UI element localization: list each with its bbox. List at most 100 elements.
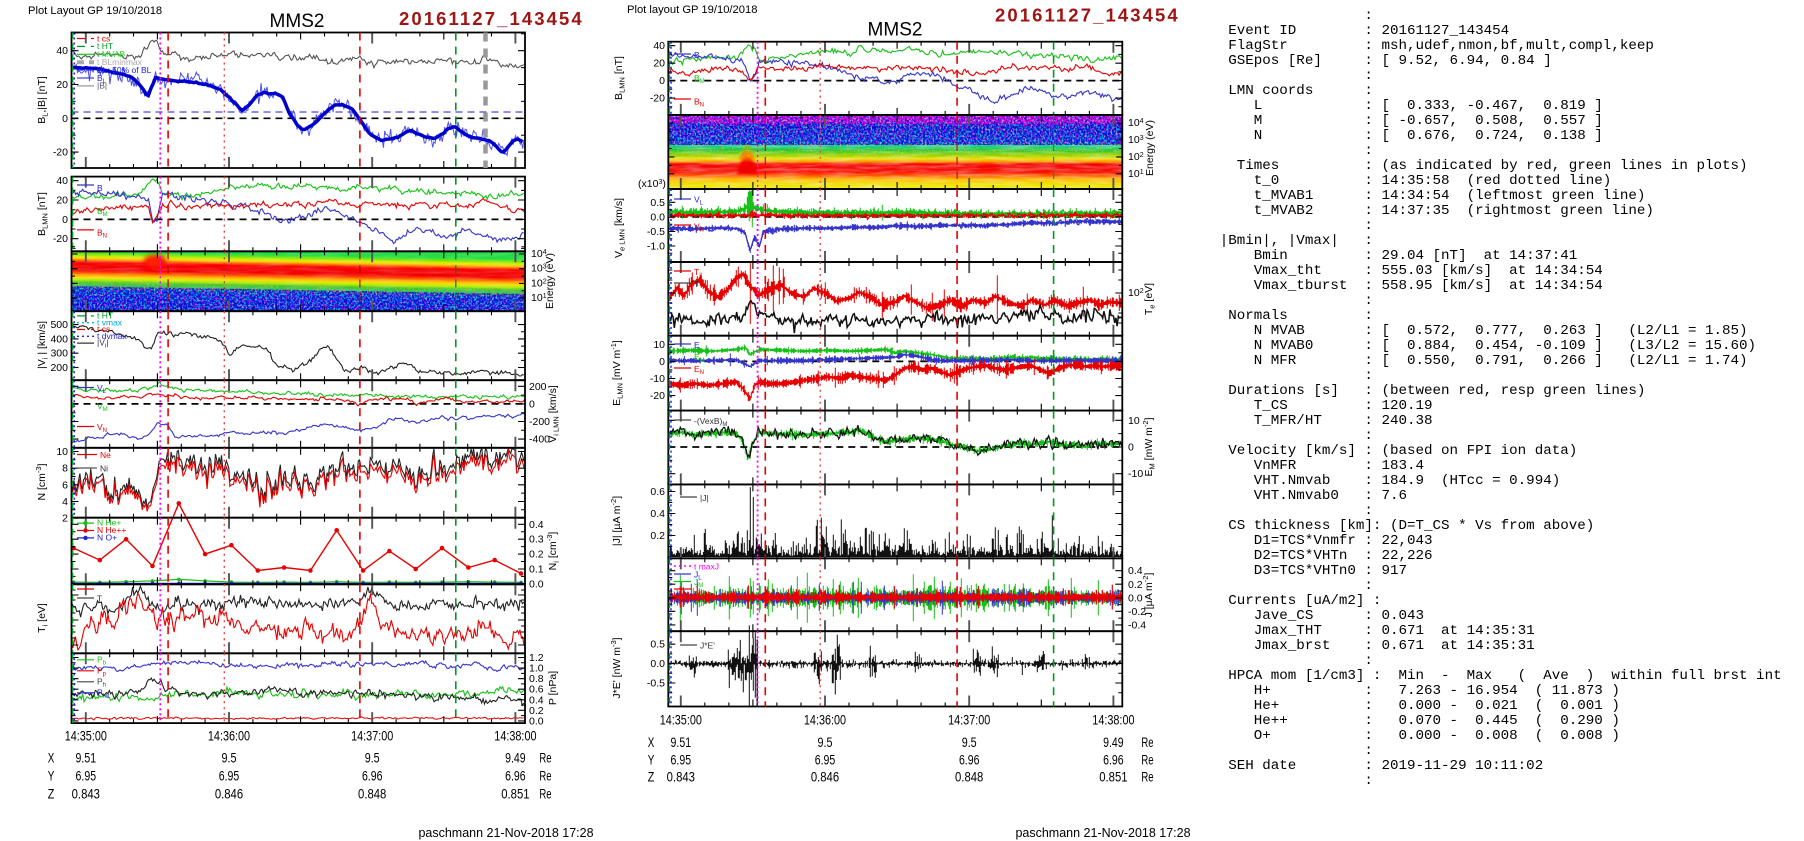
svg-text:0.851: 0.851 xyxy=(501,787,529,802)
svg-text:0.2: 0.2 xyxy=(1128,579,1143,591)
svg-text:Jmax_brst : 0.671 at 14:35: Jmax_brst : 0.671 at 14:35:31 xyxy=(1220,638,1535,654)
svg-text:Re: Re xyxy=(539,787,551,802)
svg-text:J*E': J*E' xyxy=(700,641,715,651)
svg-text:t vmax: t vmax xyxy=(97,317,123,327)
svg-text::: : xyxy=(1220,143,1373,159)
svg-text:t dvmax: t dvmax xyxy=(97,331,128,341)
svg-text:Re: Re xyxy=(539,769,551,784)
svg-text:2: 2 xyxy=(62,513,68,525)
svg-text:0: 0 xyxy=(659,356,665,368)
svg-text:0: 0 xyxy=(62,113,68,125)
svg-text:|J| [µA m-2]: |J| [µA m-2] xyxy=(609,496,623,546)
svg-text:J [µA m-2]: J [µA m-2] xyxy=(1141,573,1155,618)
svg-text:9.49: 9.49 xyxy=(505,751,526,766)
svg-text:0.843: 0.843 xyxy=(667,770,696,785)
svg-text:-10: -10 xyxy=(650,373,665,385)
svg-text:Times : (as indicated: Times : (as indicated by red, green line… xyxy=(1220,158,1748,174)
svg-text:-20: -20 xyxy=(650,93,665,105)
svg-text:D1=TCS*Vnmfr : 22,043: D1=TCS*Vnmfr : 22,043 xyxy=(1220,533,1433,549)
svg-text:Pp: Pp xyxy=(97,665,107,677)
svg-text:0.848: 0.848 xyxy=(955,770,984,785)
svg-text:BM: BM xyxy=(694,73,705,85)
svg-text:t_MVAB1 : 14:34:54 (left: t_MVAB1 : 14:34:54 (leftmost green line) xyxy=(1220,188,1646,204)
svg-text:T: T xyxy=(694,279,699,289)
svg-text:0.2: 0.2 xyxy=(529,705,544,717)
svg-text:Ne: Ne xyxy=(100,450,111,460)
svg-text::: : xyxy=(1220,743,1373,759)
svg-text:VHT.Nmvab : 184.9 (HTcc =: VHT.Nmvab : 184.9 (HTcc = 0.994) xyxy=(1220,473,1561,489)
svg-text:-0.5: -0.5 xyxy=(647,226,665,238)
svg-text:N MFR : [ 0.550, 0.79: N MFR : [ 0.550, 0.791, 0.266 ] (L2/L1 =… xyxy=(1220,353,1748,369)
svg-text:L : [ 0.333, -0.46: L : [ 0.333, -0.467, 0.819 ] xyxy=(1220,98,1603,114)
svg-text:14:38:00: 14:38:00 xyxy=(1092,713,1135,728)
svg-text:Currents [uA/m2] :: Currents [uA/m2] : xyxy=(1220,593,1382,609)
svg-text:EM: EM xyxy=(694,352,705,364)
svg-text:0.0: 0.0 xyxy=(650,658,665,670)
svg-text:4: 4 xyxy=(62,496,68,508)
svg-text:VN: VN xyxy=(97,422,107,434)
svg-text:t MVAB: t MVAB xyxy=(97,49,126,59)
svg-text:9.5: 9.5 xyxy=(818,735,833,750)
svg-text:9.51: 9.51 xyxy=(76,751,97,766)
svg-text:Re: Re xyxy=(1141,753,1153,768)
svg-text:MMS2: MMS2 xyxy=(868,20,923,41)
svg-text:t_MVAB2 : 14:37:35 (righ: t_MVAB2 : 14:37:35 (rightmost green line… xyxy=(1220,203,1654,219)
svg-text:6.95: 6.95 xyxy=(671,753,692,768)
svg-text:VL: VL xyxy=(694,195,704,207)
svg-text:BL: BL xyxy=(97,73,107,85)
svg-text:Re: Re xyxy=(539,751,551,766)
svg-text:40: 40 xyxy=(56,45,68,57)
svg-text:X: X xyxy=(648,735,655,750)
svg-text:t BLminmax: t BLminmax xyxy=(97,57,143,67)
svg-text::: : xyxy=(1220,293,1373,309)
svg-text:JN: JN xyxy=(694,585,703,597)
svg-text:FlagStr : msh,udef,nmo: FlagStr : msh,udef,nmon,bf,mult,compl,ke… xyxy=(1220,38,1654,54)
svg-text:CS thickness [km]: (D=T_CS * V: CS thickness [km]: (D=T_CS * Vs from abo… xyxy=(1220,518,1595,534)
svg-text::: : xyxy=(1220,428,1373,444)
svg-text:0.0: 0.0 xyxy=(529,578,544,590)
svg-text:-0.2: -0.2 xyxy=(1128,606,1146,618)
svg-text:t HT: t HT xyxy=(97,41,113,51)
svg-text::: : xyxy=(1220,773,1373,789)
svg-text:10: 10 xyxy=(1128,415,1140,427)
svg-text:0.848: 0.848 xyxy=(358,787,387,802)
svg-text:LMN coords :: LMN coords : xyxy=(1220,83,1373,99)
svg-text::: : xyxy=(1220,368,1373,384)
svg-text:20: 20 xyxy=(56,79,68,91)
svg-text:t cs: t cs xyxy=(97,33,110,43)
svg-text:Jave_CS : 0.043: Jave_CS : 0.043 xyxy=(1220,608,1424,624)
svg-text:1.2: 1.2 xyxy=(529,652,544,664)
svg-text:0.6: 0.6 xyxy=(650,486,665,498)
svg-text:200: 200 xyxy=(529,381,547,393)
svg-text:EN: EN xyxy=(694,364,704,376)
svg-text:9.51: 9.51 xyxy=(671,735,692,750)
svg-text:-1.0: -1.0 xyxy=(647,241,665,253)
svg-text:6.96: 6.96 xyxy=(362,769,383,784)
svg-text:N MVAB0 : [ 0.884, 0.45: N MVAB0 : [ 0.884, 0.454, -0.109 ] (L3/L… xyxy=(1220,338,1756,354)
svg-text:500: 500 xyxy=(50,319,68,331)
svg-text:Ni: Ni xyxy=(100,464,108,474)
svg-text:20: 20 xyxy=(653,58,665,70)
svg-text:JM: JM xyxy=(694,577,703,589)
svg-text:Ti [eV]: Ti [eV] xyxy=(36,603,50,633)
svg-text:E: E xyxy=(694,340,700,350)
svg-text:Y: Y xyxy=(48,769,55,784)
svg-text:t HT: t HT xyxy=(97,311,113,321)
svg-text:6.95: 6.95 xyxy=(815,753,836,768)
svg-text:20161127_143454: 20161127_143454 xyxy=(995,5,1180,26)
svg-text:10: 10 xyxy=(653,339,665,351)
svg-text:6.96: 6.96 xyxy=(959,753,980,768)
svg-text:N : [ 0.676, 0.72: N : [ 0.676, 0.724, 0.138 ] xyxy=(1220,128,1603,144)
svg-text:t_0 : 14:35:58 (red: t_0 : 14:35:58 (red dotted line) xyxy=(1220,173,1612,189)
svg-text:X: X xyxy=(48,751,55,766)
svg-text:40: 40 xyxy=(56,175,68,187)
svg-text:t cs: t cs xyxy=(97,324,110,334)
svg-text:Velocity [km/s] : (based on FP: Velocity [km/s] : (based on FPI ion data… xyxy=(1220,443,1578,459)
svg-text:N MVAB : [ 0.572, 0.77: N MVAB : [ 0.572, 0.777, 0.263 ] (L2/L1 … xyxy=(1220,323,1748,339)
svg-text:14:36:00: 14:36:00 xyxy=(804,713,847,728)
svg-text:0.4: 0.4 xyxy=(1128,565,1143,577)
svg-text:GSEpos [Re] : [ 9.52, 6.94: GSEpos [Re] : [ 9.52, 6.94, 0.84 ] xyxy=(1220,53,1552,69)
svg-text::: : xyxy=(1220,8,1373,24)
svg-text:EM [mW m-2]: EM [mW m-2] xyxy=(1141,417,1157,476)
svg-text:-0.5: -0.5 xyxy=(647,678,665,690)
